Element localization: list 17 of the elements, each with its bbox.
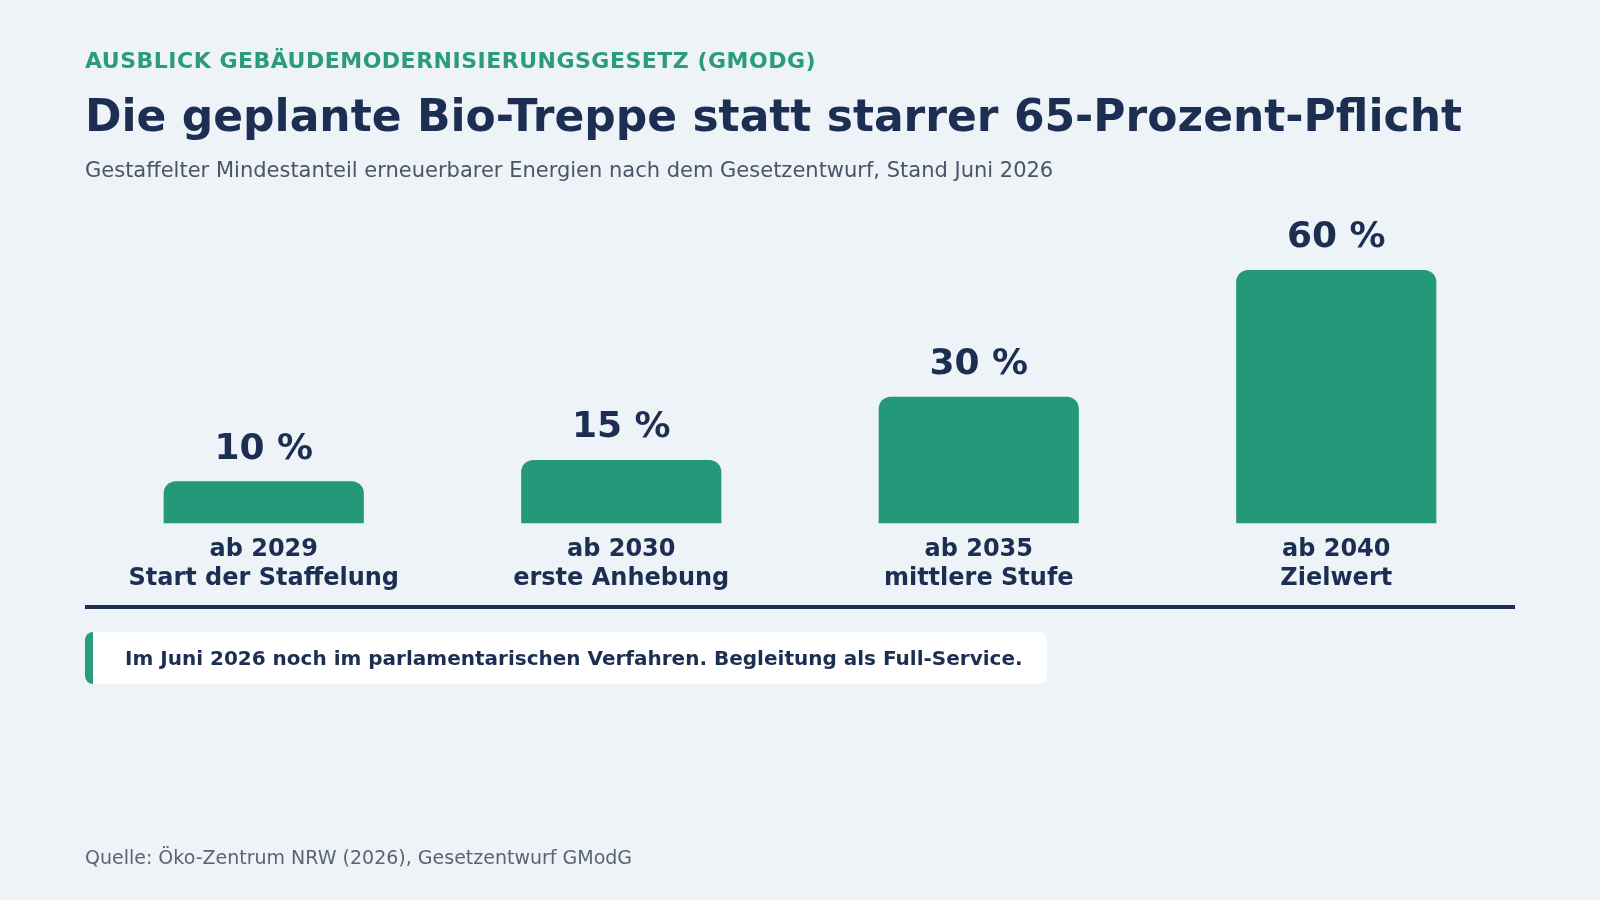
x-tick-label: ab 2030 erste Anhebung	[513, 534, 730, 591]
x-tick-label: ab 2040 Zielwert	[1280, 534, 1393, 591]
bar	[1236, 270, 1437, 524]
data-label: 30 %	[929, 341, 1029, 383]
bar	[163, 481, 364, 524]
x-tick-label: ab 2035 mittlere Stufe	[883, 534, 1074, 591]
bar	[878, 396, 1079, 524]
data-label: 15 %	[571, 404, 671, 446]
source-note: Quelle: Öko-Zentrum NRW (2026), Gesetzentwurf GModG	[85, 846, 633, 868]
data-label: 60 %	[1286, 214, 1386, 256]
x-tick-label: ab 2029 Start der Staffelung	[128, 534, 400, 591]
text: Im Juni 2026 noch im parlamentarischen Verfahren. Begleitung als Full-Service.	[85, 632, 1047, 684]
chart-subtitle: Gestaffelter Mindestanteil erneuerbarer Energien nach dem Gesetzentwurf, Stand Juni 2026	[85, 158, 1054, 182]
bar	[521, 460, 722, 524]
data-label: 10 %	[214, 425, 314, 467]
text: AUSBLICK GEBÄUDEMODERNISIERUNGSGESETZ (GMODG)	[85, 48, 817, 73]
chart-title: Die geplante Bio-Treppe statt starrer 65-Prozent-Pflicht	[85, 90, 1462, 141]
